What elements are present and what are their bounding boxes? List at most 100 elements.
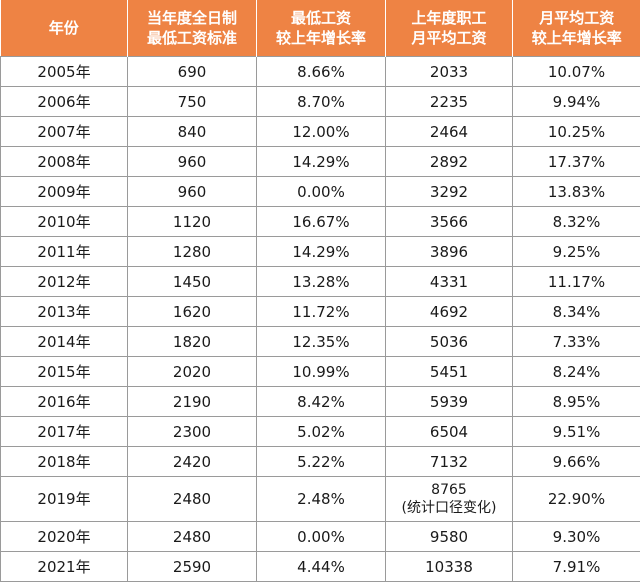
cell-avg-growth: 9.51% [512,416,640,447]
table-row: 2007年 840 12.00% 2464 10.25% [0,116,640,147]
cell-year: 2012年 [0,266,128,297]
cell-year: 2015年 [0,356,128,387]
cell-min-wage: 1450 [127,266,257,297]
cell-min-growth: 8.42% [256,386,386,417]
cell-avg-wage-value: 8765 [431,482,467,498]
cell-min-wage: 2480 [127,521,257,552]
table-row: 2021年 2590 4.44% 10338 7.91% [0,551,640,582]
table-row: 2018年 2420 5.22% 7132 9.66% [0,446,640,477]
cell-avg-wage: 10338 [385,551,513,582]
header-avg-growth-line2: 较上年增长率 [531,29,622,47]
header-avg-wage-line1: 上年度职工 [411,9,487,27]
cell-min-growth: 11.72% [256,296,386,327]
cell-avg-growth: 9.25% [512,236,640,267]
table-row: 2014年 1820 12.35% 5036 7.33% [0,326,640,357]
header-min-wage: 当年度全日制 最低工资标准 [127,0,257,57]
cell-year: 2021年 [0,551,128,582]
table-row: 2010年 1120 16.67% 3566 8.32% [0,206,640,237]
cell-min-wage: 2420 [127,446,257,477]
header-avg-growth: 月平均工资 较上年增长率 [512,0,640,57]
cell-avg-wage: 3896 [385,236,513,267]
cell-min-growth: 14.29% [256,146,386,177]
cell-min-wage: 1120 [127,206,257,237]
cell-avg-wage: 9580 [385,521,513,552]
cell-avg-growth: 10.25% [512,116,640,147]
cell-min-growth: 8.70% [256,86,386,117]
cell-year: 2018年 [0,446,128,477]
table-row: 2015年 2020 10.99% 5451 8.24% [0,356,640,387]
cell-min-wage: 960 [127,146,257,177]
cell-min-growth: 13.28% [256,266,386,297]
cell-avg-growth: 8.24% [512,356,640,387]
cell-avg-growth: 11.17% [512,266,640,297]
cell-year: 2009年 [0,176,128,207]
cell-avg-wage: 2464 [385,116,513,147]
table-row: 2006年 750 8.70% 2235 9.94% [0,86,640,117]
cell-avg-wage: 3566 [385,206,513,237]
cell-year: 2017年 [0,416,128,447]
cell-year: 2019年 [0,476,128,522]
cell-min-wage: 2590 [127,551,257,582]
table-row: 2017年 2300 5.02% 6504 9.51% [0,416,640,447]
cell-min-growth: 14.29% [256,236,386,267]
table-body: 2005年 690 8.66% 2033 10.07% 2006年 750 8.70% 2235… [0,56,640,582]
cell-avg-wage: 3292 [385,176,513,207]
header-min-wage-line2: 最低工资标准 [146,29,237,47]
cell-min-wage: 2190 [127,386,257,417]
table-row: 2008年 960 14.29% 2892 17.37% [0,146,640,177]
cell-min-growth: 4.44% [256,551,386,582]
table-row: 2005年 690 8.66% 2033 10.07% [0,56,640,87]
cell-year: 2006年 [0,86,128,117]
cell-min-wage: 1280 [127,236,257,267]
cell-year: 2011年 [0,236,128,267]
cell-avg-wage: 7132 [385,446,513,477]
cell-avg-growth: 13.83% [512,176,640,207]
header-avg-wage: 上年度职工 月平均工资 [385,0,513,57]
header-min-wage-line1: 当年度全日制 [146,9,237,27]
cell-year: 2013年 [0,296,128,327]
cell-year: 2020年 [0,521,128,552]
header-min-growth-line1: 最低工资 [290,9,351,27]
header-min-growth-line2: 较上年增长率 [275,29,366,47]
cell-avg-growth: 8.95% [512,386,640,417]
cell-min-wage: 1620 [127,296,257,327]
table-row: 2013年 1620 11.72% 4692 8.34% [0,296,640,327]
table-row: 2011年 1280 14.29% 3896 9.25% [0,236,640,267]
header-avg-growth-line1: 月平均工资 [539,9,615,27]
cell-avg-wage: 2235 [385,86,513,117]
cell-min-growth: 2.48% [256,476,386,522]
cell-min-growth: 8.66% [256,56,386,87]
cell-min-growth: 5.22% [256,446,386,477]
table-row: 2012年 1450 13.28% 4331 11.17% [0,266,640,297]
cell-avg-wage-note: (统计口径变化) [401,500,497,516]
cell-min-wage: 1820 [127,326,257,357]
cell-avg-wage: 6504 [385,416,513,447]
cell-avg-growth: 9.30% [512,521,640,552]
table-row: 2020年 2480 0.00% 9580 9.30% [0,521,640,552]
cell-avg-growth: 7.91% [512,551,640,582]
cell-avg-wage: 5036 [385,326,513,357]
cell-avg-wage: 5451 [385,356,513,387]
cell-avg-wage: 4692 [385,296,513,327]
cell-min-growth: 10.99% [256,356,386,387]
cell-year: 2010年 [0,206,128,237]
cell-avg-growth: 9.94% [512,86,640,117]
table-row: 2009年 960 0.00% 3292 13.83% [0,176,640,207]
table-row: 2019年 2480 2.48% 8765 (统计口径变化) 22.90% [0,476,640,522]
header-row: 年份 当年度全日制 最低工资标准 最低工资 较上年增长率 上年度职工 月平均工资… [0,0,640,57]
cell-year: 2016年 [0,386,128,417]
cell-min-wage: 750 [127,86,257,117]
cell-avg-growth: 8.32% [512,206,640,237]
table-header: 年份 当年度全日制 最低工资标准 最低工资 较上年增长率 上年度职工 月平均工资… [0,0,640,57]
header-avg-wage-line2: 月平均工资 [411,29,487,47]
cell-avg-wage: 8765 (统计口径变化) [385,476,513,522]
cell-year: 2014年 [0,326,128,357]
cell-min-wage: 2480 [127,476,257,522]
cell-avg-wage: 5939 [385,386,513,417]
cell-avg-growth: 10.07% [512,56,640,87]
cell-avg-growth: 7.33% [512,326,640,357]
header-year-label: 年份 [48,19,79,37]
cell-min-wage: 690 [127,56,257,87]
cell-avg-growth: 17.37% [512,146,640,177]
